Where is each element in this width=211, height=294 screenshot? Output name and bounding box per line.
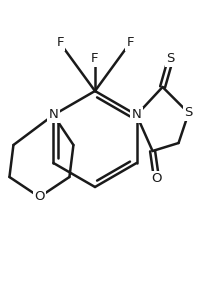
Text: S: S [184, 106, 193, 119]
Text: F: F [91, 53, 99, 66]
Text: S: S [166, 53, 175, 66]
Text: N: N [132, 108, 141, 121]
Text: O: O [151, 173, 162, 186]
Text: F: F [126, 36, 134, 49]
Text: F: F [56, 36, 64, 49]
Text: N: N [49, 108, 58, 121]
Text: O: O [34, 191, 45, 203]
